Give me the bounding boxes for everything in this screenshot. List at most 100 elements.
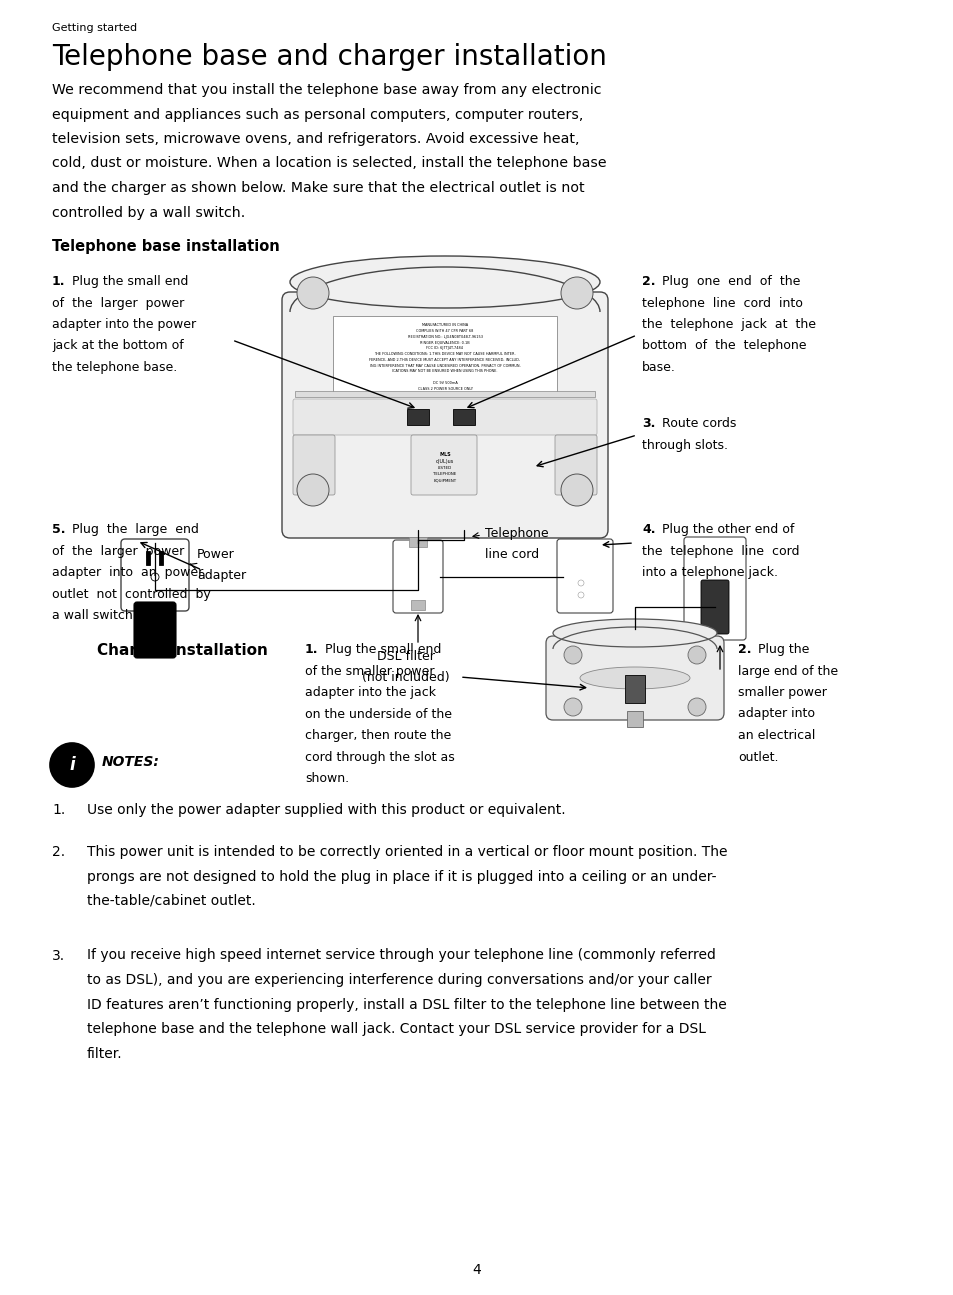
Text: 5.: 5. [52, 523, 66, 536]
Text: Telephone base and charger installation: Telephone base and charger installation [52, 43, 606, 71]
Text: the  telephone  jack  at  the: the telephone jack at the [641, 319, 815, 332]
Bar [626, 711, 642, 726]
Ellipse shape [579, 667, 689, 689]
FancyBboxPatch shape [293, 399, 597, 435]
Text: 3.: 3. [641, 417, 655, 430]
Text: DC 9V 500mA: DC 9V 500mA [432, 381, 456, 385]
Text: telephone  line  cord  into: telephone line cord into [641, 297, 802, 310]
FancyBboxPatch shape [393, 540, 442, 613]
Text: c(UL)us: c(UL)us [436, 458, 454, 464]
Text: of the smaller power: of the smaller power [305, 664, 434, 677]
Text: adapter into the jack: adapter into the jack [305, 686, 436, 699]
Circle shape [578, 592, 583, 598]
Text: filter.: filter. [87, 1046, 123, 1061]
Circle shape [563, 698, 581, 716]
Text: RINGER EQUIVALENCE: 0.1B: RINGER EQUIVALENCE: 0.1B [419, 341, 469, 344]
FancyBboxPatch shape [282, 291, 607, 537]
Text: on the underside of the: on the underside of the [305, 707, 452, 720]
Text: THE FOLLOWING CONDITIONS: 1.THIS DEVICE MAY NOT CAUSE HARMFUL INTER-: THE FOLLOWING CONDITIONS: 1.THIS DEVICE … [374, 352, 516, 356]
Text: Charger installation: Charger installation [97, 644, 268, 658]
FancyBboxPatch shape [557, 539, 613, 613]
Text: of  the  larger  power: of the larger power [52, 297, 184, 310]
Text: Telephone: Telephone [484, 527, 548, 540]
Bar [146, 550, 150, 565]
Text: Getting started: Getting started [52, 23, 137, 32]
Text: DSL filter: DSL filter [376, 650, 435, 663]
Text: a wall switch.: a wall switch. [52, 609, 136, 622]
FancyBboxPatch shape [683, 537, 745, 640]
Text: ICATIONS MAY NOT BE ENSURED WHEN USING THIS PHONE.: ICATIONS MAY NOT BE ENSURED WHEN USING T… [392, 369, 497, 373]
Text: adapter  into  an  power: adapter into an power [52, 566, 203, 579]
Text: the  telephone  line  cord: the telephone line cord [641, 544, 799, 558]
Text: base.: base. [641, 361, 675, 374]
Text: 2.: 2. [738, 644, 751, 657]
Text: i: i [69, 756, 74, 774]
Text: Plug the other end of: Plug the other end of [661, 523, 794, 536]
Text: Use only the power adapter supplied with this product or equivalent.: Use only the power adapter supplied with… [87, 803, 565, 817]
Circle shape [296, 277, 329, 310]
Text: cord through the slot as: cord through the slot as [305, 751, 455, 764]
Text: ID features aren’t functioning properly, install a DSL filter to the telephone l: ID features aren’t functioning properly,… [87, 997, 726, 1011]
Ellipse shape [553, 619, 717, 648]
Text: Plug  the  large  end: Plug the large end [71, 523, 198, 536]
Text: FERENCE, AND 2.THIS DEVICE MUST ACCEPT ANY INTERFERENCE RECEIVED, INCLUD-: FERENCE, AND 2.THIS DEVICE MUST ACCEPT A… [369, 357, 520, 361]
Text: line cord: line cord [484, 549, 538, 562]
Text: an electrical: an electrical [738, 729, 815, 742]
Text: into a telephone jack.: into a telephone jack. [641, 566, 778, 579]
FancyBboxPatch shape [293, 435, 335, 495]
Text: adapter into the power: adapter into the power [52, 319, 196, 332]
Bar [159, 550, 163, 565]
Circle shape [687, 698, 705, 716]
FancyBboxPatch shape [555, 435, 597, 495]
Text: television sets, microwave ovens, and refrigerators. Avoid excessive heat,: television sets, microwave ovens, and re… [52, 132, 578, 146]
FancyBboxPatch shape [133, 602, 175, 658]
Text: REGISTRATION NO.: LJG4N0BT04B-T-96153: REGISTRATION NO.: LJG4N0BT04B-T-96153 [407, 334, 482, 338]
Text: shown.: shown. [305, 772, 349, 785]
Text: This power unit is intended to be correctly oriented in a vertical or floor moun: This power unit is intended to be correc… [87, 846, 727, 859]
Text: We recommend that you install the telephone base away from any electronic: We recommend that you install the teleph… [52, 83, 601, 97]
Text: CLASS 2 POWER SOURCE ONLY: CLASS 2 POWER SOURCE ONLY [417, 387, 472, 391]
Text: 2.: 2. [52, 846, 65, 859]
Text: If you receive high speed internet service through your telephone line (commonly: If you receive high speed internet servi… [87, 948, 715, 962]
Text: NOTES:: NOTES: [102, 755, 160, 769]
Circle shape [563, 646, 581, 664]
Text: Plug the small end: Plug the small end [325, 644, 441, 657]
Circle shape [151, 572, 159, 581]
Text: 3.: 3. [52, 948, 65, 962]
Text: 1.: 1. [52, 275, 66, 287]
FancyBboxPatch shape [545, 636, 723, 720]
Circle shape [560, 474, 593, 506]
Text: (not included): (not included) [362, 672, 450, 685]
Text: Plug the small end: Plug the small end [71, 275, 188, 287]
FancyBboxPatch shape [121, 539, 189, 611]
Text: the-table/cabinet outlet.: the-table/cabinet outlet. [87, 894, 255, 908]
Text: ING INTERFERENCE THAT MAY CAUSE UNDESIRED OPERATION. PRIVACY OF COMMUN-: ING INTERFERENCE THAT MAY CAUSE UNDESIRE… [369, 364, 519, 368]
Text: large end of the: large end of the [738, 664, 838, 677]
Text: EQUIPMENT: EQUIPMENT [433, 478, 456, 482]
FancyBboxPatch shape [333, 316, 557, 392]
FancyBboxPatch shape [411, 435, 476, 495]
Text: COMPLIES WITH 47 CFR PART 68: COMPLIES WITH 47 CFR PART 68 [416, 329, 474, 333]
Ellipse shape [290, 256, 599, 308]
Text: 4: 4 [472, 1263, 481, 1277]
Text: FCC ID: 6J7TJ4T-7484: FCC ID: 6J7TJ4T-7484 [426, 346, 463, 350]
Bar [411, 600, 424, 610]
Text: Plug  one  end  of  the: Plug one end of the [661, 275, 800, 287]
Text: prongs are not designed to hold the plug in place if it is plugged into a ceilin: prongs are not designed to hold the plug… [87, 869, 716, 883]
Circle shape [560, 277, 593, 310]
Text: Telephone base installation: Telephone base installation [52, 240, 279, 254]
Text: outlet.: outlet. [738, 751, 778, 764]
Text: TELEPHONE: TELEPHONE [433, 471, 456, 477]
Bar [453, 409, 475, 425]
Text: to as DSL), and you are experiencing interference during conversations and/or yo: to as DSL), and you are experiencing int… [87, 973, 711, 987]
Text: Route cords: Route cords [661, 417, 736, 430]
Text: smaller power: smaller power [738, 686, 826, 699]
Text: 2.: 2. [641, 275, 655, 287]
Text: adapter into: adapter into [738, 707, 814, 720]
Text: cold, dust or moisture. When a location is selected, install the telephone base: cold, dust or moisture. When a location … [52, 157, 606, 171]
Bar [407, 409, 429, 425]
Text: 1.: 1. [305, 644, 318, 657]
Bar [624, 675, 644, 703]
Text: charger, then route the: charger, then route the [305, 729, 451, 742]
Text: jack at the bottom of: jack at the bottom of [52, 339, 184, 352]
